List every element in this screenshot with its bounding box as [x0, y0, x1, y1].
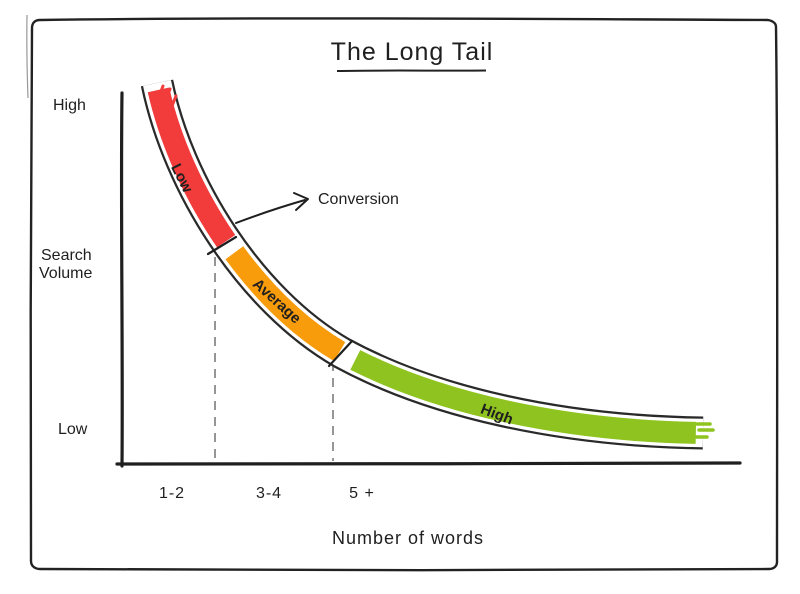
title-underline — [336, 69, 487, 72]
y-axis-high-label: High — [53, 97, 86, 114]
segment-low-paint — [146, 80, 704, 444]
segment-high-paint — [146, 80, 704, 444]
chart-title: The Long Tail — [331, 38, 494, 66]
x-tick-5plus: 5 + — [349, 485, 375, 502]
x-tick-3-4: 3-4 — [256, 485, 282, 502]
conversion-arrow — [235, 199, 306, 224]
y-axis-line — [119, 91, 124, 468]
y-axis-title-line2: Volume — [39, 265, 92, 282]
conversion-arrowhead-icon — [293, 192, 309, 211]
conversion-label: Conversion — [318, 191, 399, 208]
x-axis-title: Number of words — [332, 528, 484, 548]
x-tick-1-2: 1-2 — [159, 485, 185, 502]
y-axis-low-label: Low — [58, 421, 88, 438]
frame-border — [29, 17, 779, 572]
segment-separator-2 — [327, 339, 354, 368]
frame-sketch-line — [26, 14, 29, 99]
segment-separator-1 — [206, 235, 238, 256]
brush-ragged-red-top — [156, 84, 178, 108]
x-axis-line — [115, 461, 742, 466]
y-axis-title-line1: Search — [41, 247, 92, 264]
brush-ragged-green-end — [694, 422, 715, 439]
